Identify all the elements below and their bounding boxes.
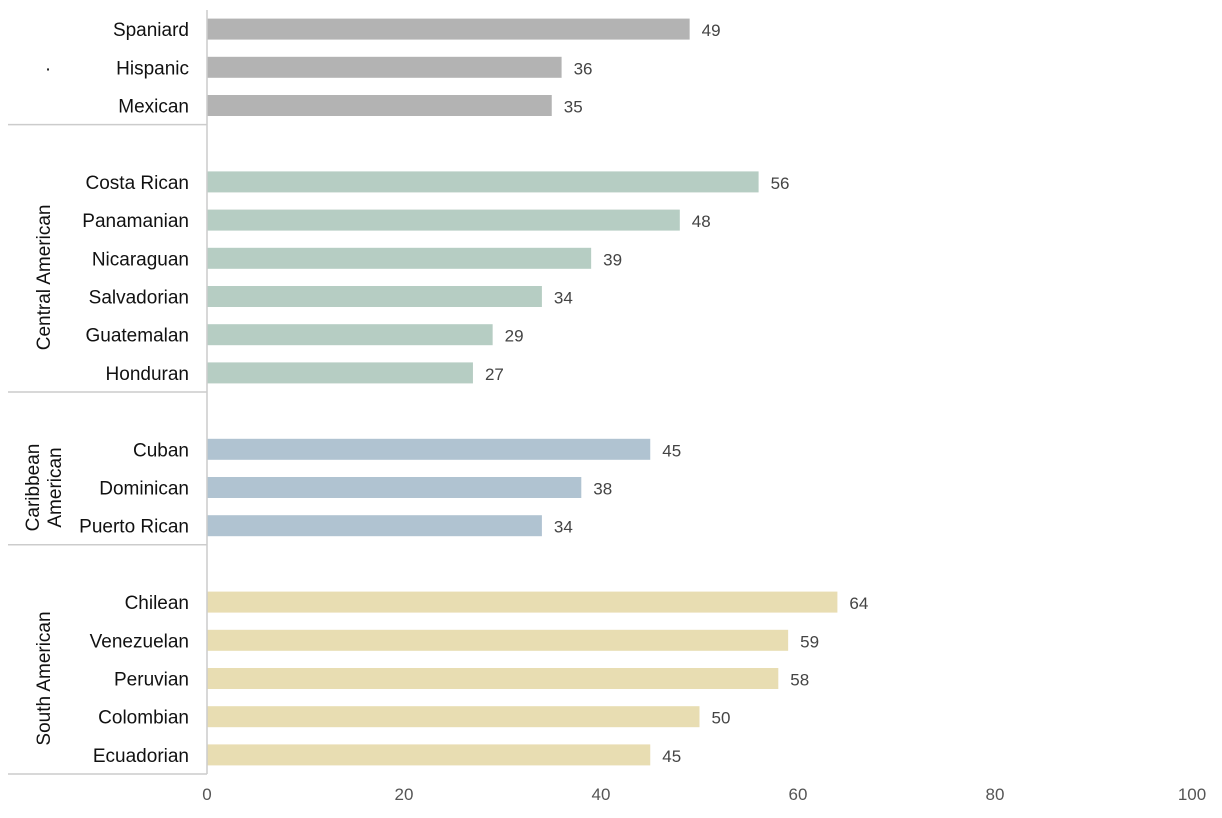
bar-venezuelan	[207, 629, 789, 651]
value-label-spaniard: 49	[702, 21, 721, 40]
x-tick-label-40: 40	[592, 785, 611, 804]
bar-guatemalan	[207, 324, 493, 346]
category-label-guatemalan: Guatemalan	[85, 326, 189, 347]
category-label-ecuadorian: Ecuadorian	[93, 746, 189, 767]
group-label-line: Caribbean	[23, 444, 44, 532]
bar-cuban	[207, 438, 651, 460]
value-label-venezuelan: 59	[800, 632, 819, 651]
group-label--: .	[45, 54, 50, 75]
value-label-nicaraguan: 39	[603, 250, 622, 269]
bar-colombian	[207, 706, 700, 728]
bar-panamanian	[207, 209, 680, 231]
group-label-line: Central American	[34, 205, 55, 351]
value-label-peruvian: 58	[790, 671, 809, 690]
category-label-mexican: Mexican	[118, 97, 189, 118]
value-label-puerto-rican: 34	[554, 518, 573, 537]
bar-puerto-rican	[207, 515, 542, 537]
bar-honduran	[207, 362, 473, 384]
value-label-costa-rican: 56	[771, 174, 790, 193]
group-label-line: American	[45, 447, 66, 527]
bar-hispanic	[207, 56, 562, 78]
value-label-honduran: 27	[485, 365, 504, 384]
bar-spaniard	[207, 18, 690, 40]
bar-dominican	[207, 477, 582, 498]
value-label-cuban: 45	[662, 441, 681, 460]
category-label-cuban: Cuban	[133, 440, 189, 461]
value-label-colombian: 50	[712, 709, 731, 728]
group-label-central-american: Central American	[34, 205, 55, 351]
group-label-line: South American	[34, 611, 55, 745]
bar-ecuadorian	[207, 744, 651, 766]
value-label-chilean: 64	[849, 594, 868, 613]
x-tick-label-80: 80	[986, 785, 1005, 804]
category-label-honduran: Honduran	[106, 364, 189, 385]
value-label-dominican: 38	[593, 480, 612, 499]
category-label-spaniard: Spaniard	[113, 20, 189, 41]
x-tick-label-60: 60	[789, 785, 808, 804]
bar-chilean	[207, 591, 838, 613]
category-label-peruvian: Peruvian	[114, 670, 189, 691]
bars	[207, 18, 838, 766]
category-label-dominican: Dominican	[99, 479, 189, 500]
category-label-colombian: Colombian	[98, 708, 189, 729]
x-tick-label-100: 100	[1178, 785, 1206, 804]
category-labels: Spaniard Hispanic Mexican Costa Rican Panama…	[79, 20, 189, 767]
category-label-puerto-rican: Puerto Rican	[79, 517, 189, 538]
x-tick-label-0: 0	[202, 785, 211, 804]
group-separators	[8, 9, 207, 775]
value-label-panamanian: 48	[692, 212, 711, 231]
bar-mexican	[207, 95, 552, 116]
bar-peruvian	[207, 668, 779, 689]
bar-salvadorian	[207, 286, 542, 307]
group-label-south-american: South American	[34, 611, 55, 745]
x-axis: 0 20 40 60 80 100	[202, 10, 1206, 804]
category-label-nicaraguan: Nicaraguan	[92, 249, 189, 270]
category-label-costa-rican: Costa Rican	[86, 173, 190, 194]
category-label-venezuelan: Venezuelan	[90, 631, 189, 652]
category-label-panamanian: Panamanian	[82, 211, 189, 232]
value-label-hispanic: 36	[574, 59, 593, 78]
category-label-chilean: Chilean	[125, 593, 189, 614]
bar-costa-rican	[207, 171, 759, 193]
x-tick-label-20: 20	[395, 785, 414, 804]
value-label-guatemalan: 29	[505, 327, 524, 346]
category-label-hispanic: Hispanic	[116, 58, 189, 79]
bar-nicaraguan	[207, 247, 592, 269]
group-label-caribbean-american: CaribbeanAmerican	[23, 444, 66, 532]
value-label-ecuadorian: 45	[662, 747, 681, 766]
group-labels: . Central American CaribbeanAmerican South …	[23, 54, 66, 745]
value-label-mexican: 35	[564, 98, 583, 117]
value-label-salvadorian: 34	[554, 289, 573, 308]
category-label-salvadorian: Salvadorian	[89, 288, 189, 309]
